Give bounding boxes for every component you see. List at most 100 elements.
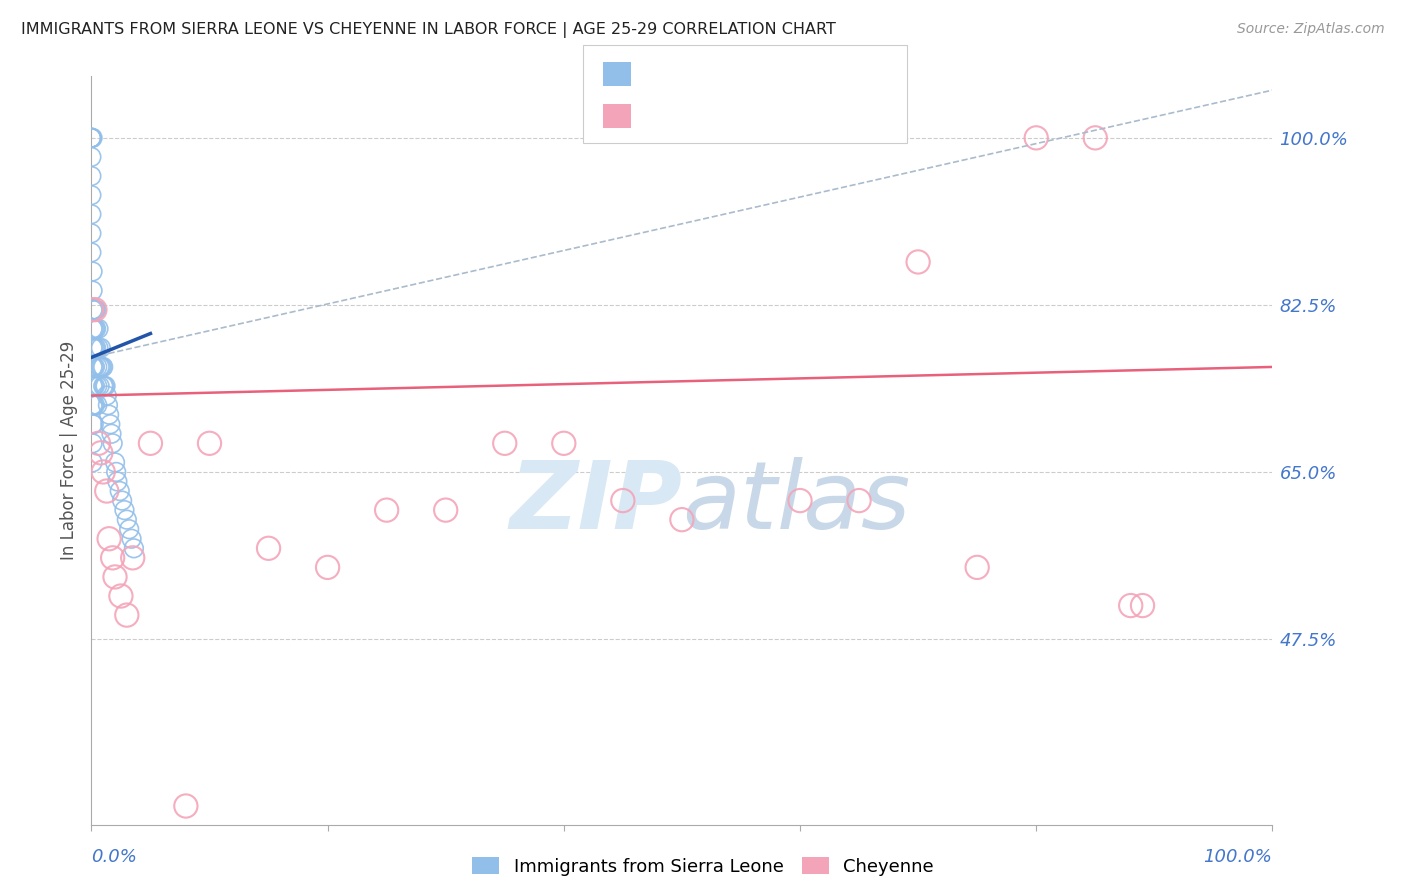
Point: [121, 532, 143, 546]
Point: [84, 379, 107, 393]
Point: [434, 503, 457, 517]
Point: [91, 379, 114, 393]
Point: [96, 388, 118, 402]
Point: [83, 379, 105, 393]
Point: [671, 513, 693, 527]
Point: [82, 341, 104, 355]
Point: [105, 475, 128, 489]
Point: [104, 570, 127, 584]
Point: [82, 417, 104, 432]
Point: [104, 455, 127, 469]
Point: [83, 302, 105, 317]
Point: [80, 245, 103, 260]
Point: [84, 302, 107, 317]
Point: [80, 131, 103, 145]
Point: [80, 131, 103, 145]
Point: [82, 302, 104, 317]
Point: [98, 532, 121, 546]
Text: R = 0.033   N = 31: R = 0.033 N = 31: [641, 107, 825, 126]
Point: [111, 493, 134, 508]
Point: [848, 493, 870, 508]
Point: [89, 379, 111, 393]
Point: [1132, 599, 1154, 613]
Point: [82, 398, 104, 412]
Point: [108, 483, 131, 498]
Point: [80, 227, 103, 241]
Text: IMMIGRANTS FROM SIERRA LEONE VS CHEYENNE IN LABOR FORCE | AGE 25-29 CORRELATION : IMMIGRANTS FROM SIERRA LEONE VS CHEYENNE…: [21, 22, 837, 38]
Point: [110, 589, 132, 603]
Point: [115, 513, 138, 527]
Point: [375, 503, 398, 517]
Point: [89, 359, 111, 374]
Point: [86, 398, 108, 412]
Point: [91, 465, 114, 479]
Point: [83, 417, 105, 432]
Point: [80, 169, 103, 183]
Point: [83, 322, 105, 336]
Point: [101, 550, 124, 565]
Point: [90, 446, 112, 460]
Point: [82, 379, 104, 393]
Point: [82, 455, 104, 469]
Text: 100.0%: 100.0%: [1204, 847, 1272, 865]
Point: [82, 284, 104, 298]
Text: R = 0.075   N = 69: R = 0.075 N = 69: [641, 64, 825, 83]
Point: [101, 436, 124, 450]
Point: [966, 560, 988, 574]
Point: [82, 359, 104, 374]
Text: ZIP: ZIP: [509, 457, 682, 549]
Point: [82, 131, 104, 145]
Point: [83, 341, 105, 355]
Point: [87, 436, 110, 450]
Text: 0.0%: 0.0%: [91, 847, 138, 865]
Point: [87, 341, 110, 355]
Point: [139, 436, 162, 450]
Point: [789, 493, 811, 508]
Point: [80, 131, 103, 145]
Point: [84, 322, 107, 336]
Point: [82, 436, 104, 450]
Point: [1025, 131, 1047, 145]
Point: [1119, 599, 1142, 613]
Point: [100, 426, 122, 441]
Point: [91, 359, 114, 374]
Point: [84, 322, 107, 336]
Point: [91, 359, 114, 374]
Point: [86, 379, 108, 393]
Point: [80, 207, 103, 221]
Point: [115, 608, 138, 623]
Point: [84, 341, 107, 355]
Point: [198, 436, 221, 450]
Y-axis label: In Labor Force | Age 25-29: In Labor Force | Age 25-29: [59, 341, 77, 560]
Point: [316, 560, 339, 574]
Point: [98, 408, 121, 422]
Point: [98, 417, 121, 432]
Point: [121, 550, 143, 565]
Point: [84, 341, 107, 355]
Point: [114, 503, 136, 517]
Text: atlas: atlas: [682, 458, 910, 549]
Point: [1084, 131, 1107, 145]
Point: [174, 799, 197, 814]
Legend: Immigrants from Sierra Leone, Cheyenne: Immigrants from Sierra Leone, Cheyenne: [465, 850, 941, 883]
Point: [90, 341, 112, 355]
Point: [83, 359, 105, 374]
Point: [86, 359, 108, 374]
Point: [105, 465, 128, 479]
Point: [96, 483, 118, 498]
Point: [494, 436, 516, 450]
Point: [612, 493, 634, 508]
Point: [118, 522, 141, 536]
Point: [83, 398, 105, 412]
Point: [257, 541, 280, 556]
Point: [84, 359, 107, 374]
Point: [94, 379, 117, 393]
Point: [93, 379, 115, 393]
Point: [907, 255, 929, 269]
Text: Source: ZipAtlas.com: Source: ZipAtlas.com: [1237, 22, 1385, 37]
Point: [84, 302, 107, 317]
Point: [80, 131, 103, 145]
Point: [122, 541, 145, 556]
Point: [80, 302, 103, 317]
Point: [82, 264, 104, 278]
